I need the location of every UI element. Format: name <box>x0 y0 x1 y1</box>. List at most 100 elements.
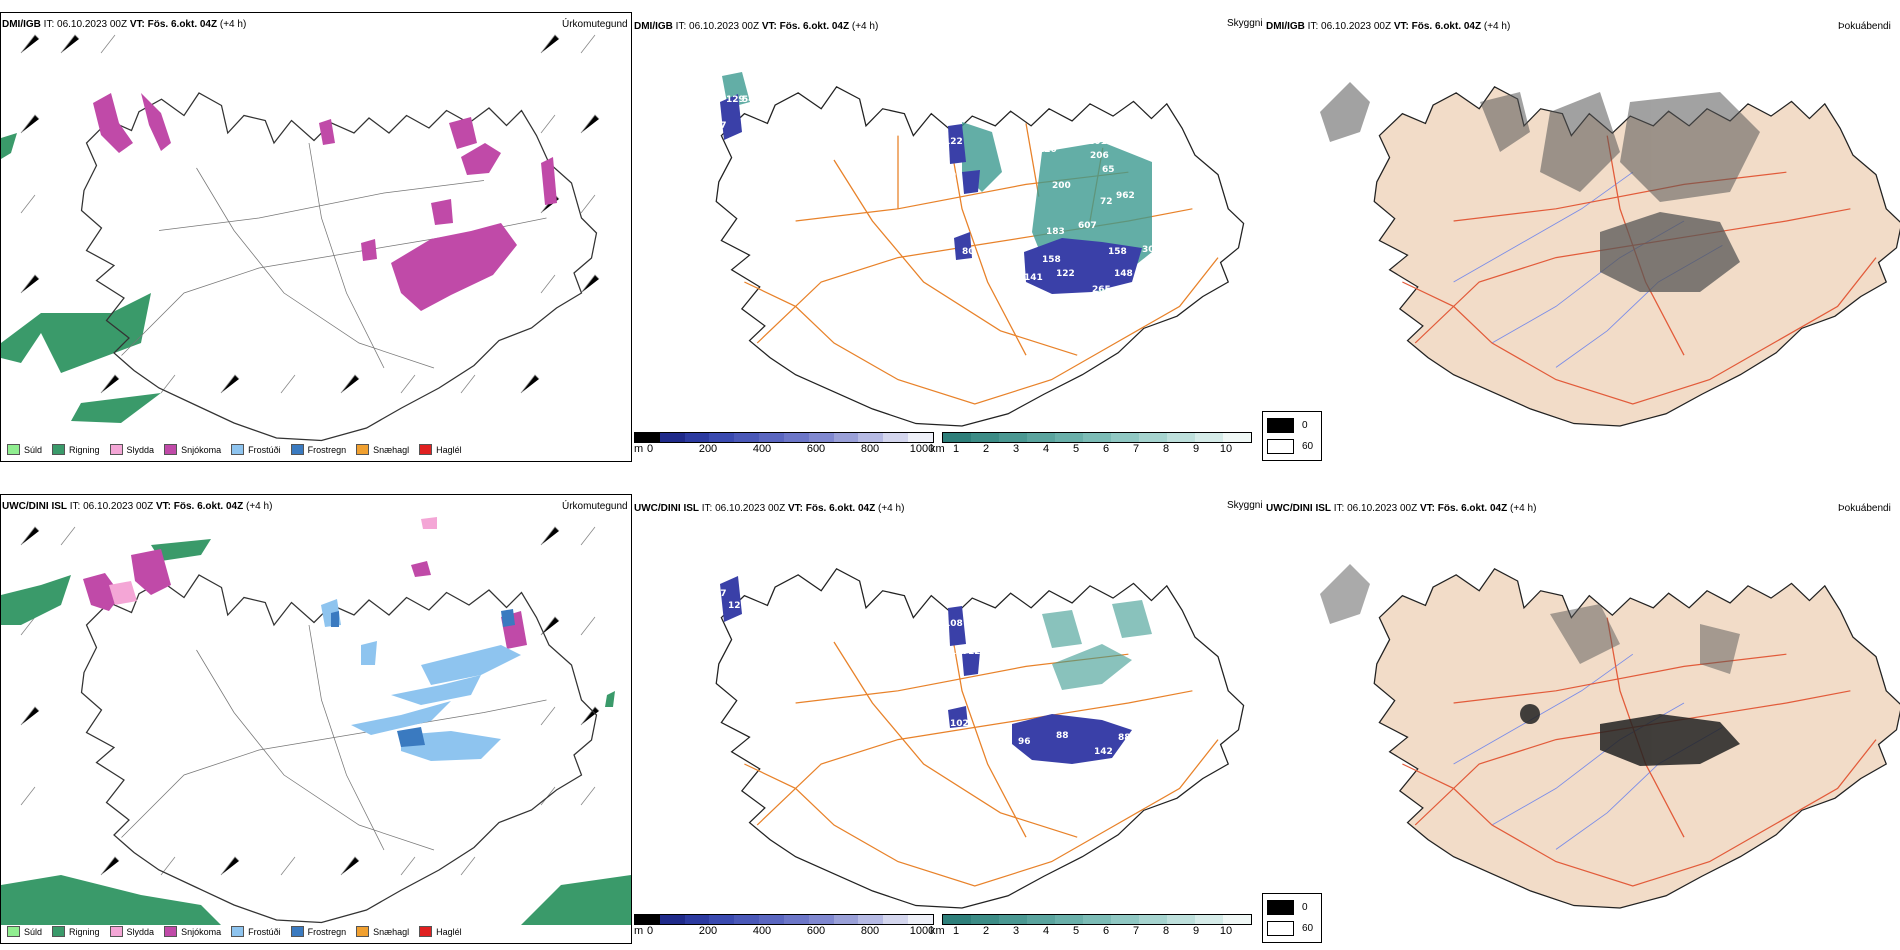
legend-label: Snæhagl <box>373 444 410 455</box>
height-ticks: m 0 200 400 600 800 1000 <box>634 443 934 455</box>
visibility-map-svg: 129 54 27 12 122 97 14 189 24 220 201 20… <box>714 72 1245 427</box>
panel-header: UWC/DINI ISL IT: 06.10.2023 00Z VT: Fös.… <box>634 503 904 514</box>
valid-label: VT: <box>129 19 145 30</box>
visibility-map: 126 106 37 12 108 11 127 12 37 59 55 15 … <box>632 514 1264 914</box>
panel-title: Þokuábendi <box>1838 503 1891 514</box>
vis-swatch <box>1223 915 1251 924</box>
run-time: 06.10.2023 00Z <box>1347 503 1418 514</box>
height-swatch <box>759 915 784 924</box>
fog-panel-row2: UWC/DINI ISL IT: 06.10.2023 00Z VT: Fös.… <box>1262 494 1900 944</box>
vis-swatch <box>1167 433 1195 442</box>
legend-item: Haglél <box>419 926 462 937</box>
vis-value-labels: 129 54 27 12 122 97 14 189 24 220 201 20… <box>714 95 1161 295</box>
run-label: IT: <box>1307 21 1319 32</box>
height-scale-bar <box>634 914 934 925</box>
sea-rain <box>1 133 161 423</box>
precip-legend: Súld Rigning Slydda Snjókoma Frostúði Fr… <box>7 444 462 455</box>
valid-time: Fös. 6.okt. 04Z <box>173 501 244 512</box>
height-tick: 0 <box>646 443 654 455</box>
legend-item: Frostúði <box>231 926 281 937</box>
vis-scale-bar <box>942 914 1252 925</box>
visibility-panel-row1: DMI/IGB IT: 06.10.2023 00Z VT: Fös. 6.ok… <box>632 12 1264 462</box>
height-unit: m <box>634 443 644 455</box>
vis-tick: 2 <box>982 443 990 455</box>
model-name: UWC/DINI ISL <box>634 503 699 514</box>
vis-swatch <box>1083 915 1111 924</box>
legend-item: Snæhagl <box>356 926 409 937</box>
lead-time: (+4 h) <box>851 21 879 32</box>
valid-time: Fös. 6.okt. 04Z <box>147 19 218 30</box>
lead-time: (+4 h) <box>1483 21 1511 32</box>
vis-label: 65 <box>1102 165 1115 175</box>
vis-label: 127 <box>950 647 969 657</box>
legend-item: Slydda <box>109 926 154 937</box>
run-label: IT: <box>675 21 687 32</box>
vis-label: 106 <box>744 563 763 573</box>
vis-tick: 10 <box>1219 925 1233 937</box>
roads <box>744 617 1219 887</box>
precip-legend: Súld Rigning Slydda Snjókoma Frostúði Fr… <box>7 926 462 937</box>
legend-swatch <box>290 926 304 937</box>
vis-label: 129 <box>726 95 745 105</box>
sea-rain <box>1 539 631 925</box>
vis-label: 59 <box>1094 595 1107 605</box>
vis-swatch <box>999 915 1027 924</box>
height-swatch <box>709 915 735 924</box>
vis-teal <box>1042 600 1152 690</box>
precip-map-svg <box>1 517 631 925</box>
legend-label: Haglél <box>436 926 462 937</box>
lead-time: (+4 h) <box>878 503 905 514</box>
height-swatch <box>734 433 760 442</box>
height-scale-bar <box>634 432 934 443</box>
panel-title: Skyggni <box>1227 500 1263 511</box>
vis-blue <box>720 94 1142 294</box>
vis-label: 24 <box>998 197 1011 207</box>
height-tick: 1000 <box>909 443 935 455</box>
run-time: 06.10.2023 00Z <box>57 19 128 30</box>
vis-tick: 3 <box>1012 443 1020 455</box>
vis-label: 142 <box>1094 747 1113 757</box>
valid-label: VT: <box>787 503 803 514</box>
panel-header: DMI/IGB IT: 06.10.2023 00Z VT: Fös. 6.ok… <box>634 21 878 32</box>
vis-label: 374 <box>986 233 1005 243</box>
lead-time: (+4 h) <box>219 19 247 30</box>
valid-time: Fös. 6.okt. 04Z <box>1411 21 1482 32</box>
model-name: DMI/IGB <box>2 19 41 30</box>
fog-map-svg <box>1320 564 1900 909</box>
fog-value: 0 <box>1302 902 1308 913</box>
vis-label: 55 <box>1148 613 1161 623</box>
vis-swatch <box>1195 915 1223 924</box>
height-swatch <box>635 915 660 924</box>
panel-title: Skyggni <box>1227 18 1263 29</box>
height-swatch <box>808 433 834 442</box>
fog-map-svg <box>1320 82 1900 427</box>
legend-label: Rigning <box>69 926 100 937</box>
vis-label: 122 <box>944 137 963 147</box>
legend-swatch <box>356 926 370 937</box>
fog-swatch <box>1267 418 1294 433</box>
height-swatch <box>659 915 685 924</box>
vis-swatch <box>1139 433 1167 442</box>
fog-swatch <box>1267 439 1294 454</box>
precip-map-svg <box>1 34 600 442</box>
vis-label: 108 <box>944 619 963 629</box>
vis-label: 15 <box>1050 689 1063 699</box>
vis-tick: 8 <box>1162 925 1170 937</box>
height-tick: 800 <box>860 443 880 455</box>
vis-swatch <box>1027 915 1055 924</box>
vis-label: 96 <box>1018 737 1031 747</box>
panel-header: UWC/DINI ISL IT: 06.10.2023 00Z VT: Fös.… <box>2 501 272 512</box>
vis-tick: 8 <box>1162 443 1170 455</box>
legend-swatch <box>52 926 66 937</box>
vis-label: 962 <box>1116 191 1135 201</box>
vis-label: 158 <box>1108 247 1127 257</box>
height-tick: 200 <box>698 443 718 455</box>
legend-label: Snæhagl <box>373 926 410 937</box>
vis-swatch <box>971 915 999 924</box>
lead-time: (+4 h) <box>1510 503 1537 514</box>
fog-swatch <box>1267 900 1294 915</box>
model-name: DMI/IGB <box>634 21 673 32</box>
panel-header: DMI/IGB IT: 06.10.2023 00Z VT: Fös. 6.ok… <box>2 19 246 30</box>
valid-label: VT: <box>1419 503 1435 514</box>
height-swatch <box>635 433 660 442</box>
